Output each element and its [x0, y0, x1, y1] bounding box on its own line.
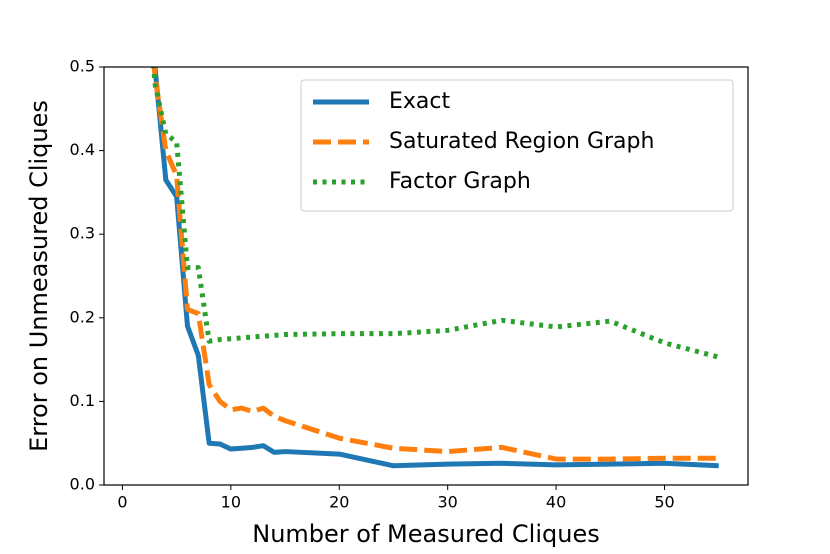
series-line [152, 67, 719, 469]
y-tick-label: 0.0 [70, 475, 95, 494]
legend-label: Factor Graph [389, 169, 531, 194]
y-tick-label: 0.4 [70, 140, 95, 159]
legend-box [300, 79, 734, 212]
x-tick-label: 10 [221, 493, 241, 512]
y-tick-label: 0.2 [70, 307, 95, 326]
x-tick-label: 30 [438, 493, 458, 512]
y-tick-label: 0.5 [70, 57, 95, 76]
x-tick-label: 40 [546, 493, 566, 512]
x-tick-label: 0 [117, 493, 127, 512]
plot-lines [151, 67, 720, 469]
x-axis-label: Number of Measured Cliques [252, 520, 599, 548]
x-tick-label: 50 [654, 493, 674, 512]
plot-frame [103, 66, 749, 486]
series-line [151, 67, 719, 462]
y-tick-label: 0.3 [70, 224, 95, 243]
legend-label: Saturated Region Graph [389, 129, 654, 154]
y-axis-label: Error on Unmeasured Cliques [25, 100, 53, 452]
legend-label: Exact [389, 89, 450, 114]
x-tick-label: 20 [329, 493, 349, 512]
y-tick-label: 0.1 [70, 391, 95, 410]
series-line [151, 67, 720, 360]
